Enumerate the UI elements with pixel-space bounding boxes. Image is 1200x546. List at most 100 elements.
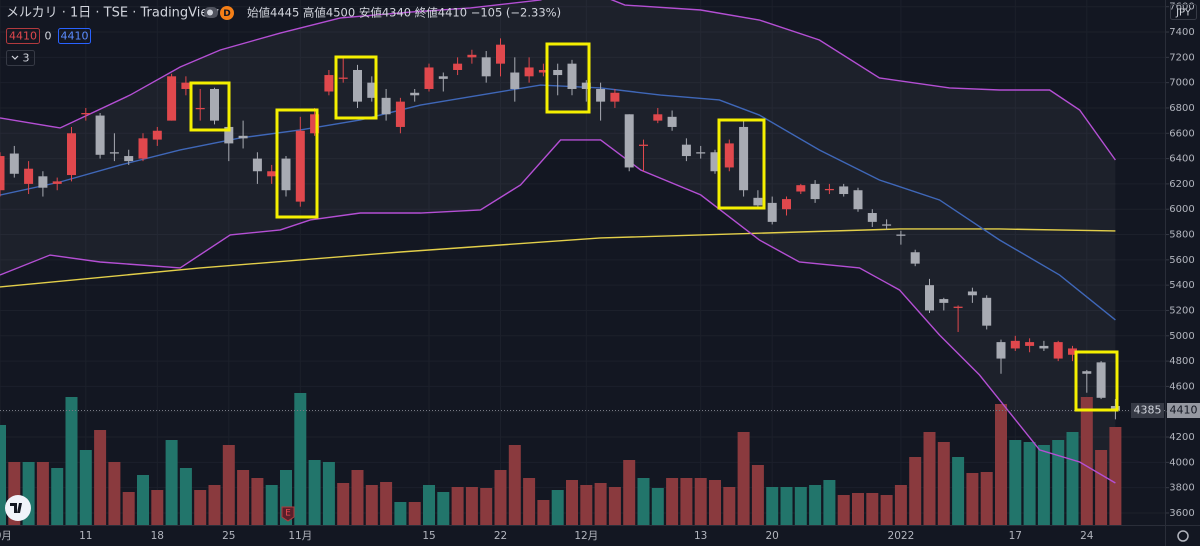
candle-body bbox=[238, 135, 248, 139]
highlight-box bbox=[334, 55, 378, 120]
price-label: 4385 bbox=[1134, 404, 1162, 417]
candle-body bbox=[1025, 342, 1035, 346]
highlight-box bbox=[545, 42, 591, 114]
volume-bar bbox=[551, 490, 564, 525]
price-label-box bbox=[1131, 403, 1164, 418]
candle-body bbox=[181, 82, 191, 89]
volume-bar bbox=[451, 487, 464, 525]
y-tick-label: 4200 bbox=[1169, 432, 1194, 443]
highlight-boxes bbox=[189, 42, 1119, 412]
volume-bar bbox=[151, 490, 164, 525]
x-tick-label: 12月 bbox=[574, 530, 598, 542]
candle-body bbox=[52, 181, 62, 184]
candle-body bbox=[596, 88, 606, 102]
volume-bar bbox=[51, 468, 64, 525]
y-tick-label: 5000 bbox=[1169, 331, 1194, 342]
price-label: 4410 bbox=[1170, 404, 1198, 417]
y-tick-label: 6800 bbox=[1169, 103, 1194, 114]
y-tick-label: 6600 bbox=[1169, 128, 1194, 139]
volume-bar bbox=[523, 478, 536, 525]
symbol-title: メルカリ · 1日 · TSE · TradingView bbox=[6, 6, 219, 21]
candle-body bbox=[81, 113, 91, 115]
candle-body bbox=[95, 115, 105, 155]
volume-bar bbox=[494, 470, 507, 525]
y-tick-label: 7200 bbox=[1169, 52, 1194, 63]
volume-bar bbox=[937, 442, 950, 525]
volume-bar bbox=[480, 488, 493, 525]
y-tick-label: 4000 bbox=[1169, 457, 1194, 468]
x-tick-label: 11 bbox=[79, 530, 92, 542]
volume-bar bbox=[179, 468, 192, 525]
volume-bar bbox=[1066, 432, 1079, 525]
candle-body bbox=[324, 75, 334, 92]
x-tick-label: 22 bbox=[494, 530, 507, 542]
y-tick-label: 6200 bbox=[1169, 179, 1194, 190]
volume-bar bbox=[680, 478, 693, 525]
volume-bar bbox=[108, 462, 121, 525]
volume-bar bbox=[122, 492, 135, 525]
candle-body bbox=[767, 202, 777, 222]
indicator-value: 0 bbox=[45, 30, 52, 43]
candle-body bbox=[1110, 406, 1120, 411]
plot-area bbox=[0, 0, 1165, 525]
candle-body bbox=[553, 69, 563, 76]
interval-badge: D bbox=[223, 9, 230, 19]
volume-bar bbox=[222, 445, 235, 525]
candle-body bbox=[824, 188, 834, 191]
volume-bar bbox=[508, 445, 521, 525]
y-tick-label: 5400 bbox=[1169, 280, 1194, 291]
volume-bar bbox=[351, 470, 364, 525]
candle-body bbox=[925, 285, 934, 311]
volume-bar bbox=[894, 485, 907, 525]
candle-body bbox=[896, 234, 906, 236]
candle-body bbox=[210, 88, 219, 121]
volume-bar bbox=[265, 485, 278, 525]
candle-body bbox=[639, 144, 648, 146]
y-tick-label: 4600 bbox=[1169, 381, 1194, 392]
x-tick-label: 11月 bbox=[288, 530, 312, 542]
volume-bar bbox=[423, 485, 435, 525]
candle-body bbox=[138, 138, 148, 159]
toggle-knob bbox=[207, 9, 213, 16]
volume-bar bbox=[194, 490, 207, 525]
candle-body bbox=[1096, 362, 1106, 398]
candle-body bbox=[338, 77, 348, 79]
volume-bar bbox=[308, 460, 321, 525]
x-tick-label: 25 bbox=[222, 530, 235, 542]
candle-body bbox=[610, 92, 620, 102]
volume-bar bbox=[537, 500, 550, 525]
volume-bar bbox=[623, 460, 636, 525]
y-tick-label: 4800 bbox=[1169, 356, 1194, 367]
candle-body bbox=[696, 152, 706, 154]
y-tick-label: 5800 bbox=[1169, 230, 1194, 241]
y-tick-label: 3800 bbox=[1169, 483, 1194, 494]
volume-bar bbox=[780, 487, 793, 525]
candle-body bbox=[882, 224, 892, 226]
collapse-toggle[interactable] bbox=[6, 50, 35, 66]
earnings-marker-bg[interactable] bbox=[281, 506, 295, 522]
indicator-box[interactable] bbox=[6, 28, 40, 44]
y-tick-label: 7400 bbox=[1169, 27, 1194, 38]
volume-bar bbox=[608, 487, 621, 525]
volume-bar bbox=[666, 478, 679, 525]
candle-body bbox=[524, 67, 534, 77]
candle-body bbox=[67, 133, 76, 176]
x-tick-label: 20 bbox=[766, 530, 779, 542]
volume-bar bbox=[966, 473, 979, 525]
volume-bar bbox=[1023, 442, 1036, 525]
volume-bar bbox=[237, 470, 250, 525]
candle-body bbox=[109, 152, 119, 154]
settings-icon[interactable] bbox=[1177, 530, 1189, 542]
candle-body bbox=[939, 299, 949, 303]
candle-body bbox=[252, 158, 262, 172]
volume-bar bbox=[1080, 397, 1093, 525]
currency-box[interactable] bbox=[1170, 4, 1197, 20]
logo-mark bbox=[10, 503, 22, 513]
band-fill bbox=[0, 0, 1116, 483]
volume-bar bbox=[880, 495, 893, 525]
volume-bar bbox=[408, 502, 421, 525]
indicator-box[interactable] bbox=[58, 28, 91, 44]
volume-bar bbox=[1052, 440, 1065, 525]
candle-body bbox=[9, 153, 19, 174]
volume-bar bbox=[809, 485, 822, 525]
